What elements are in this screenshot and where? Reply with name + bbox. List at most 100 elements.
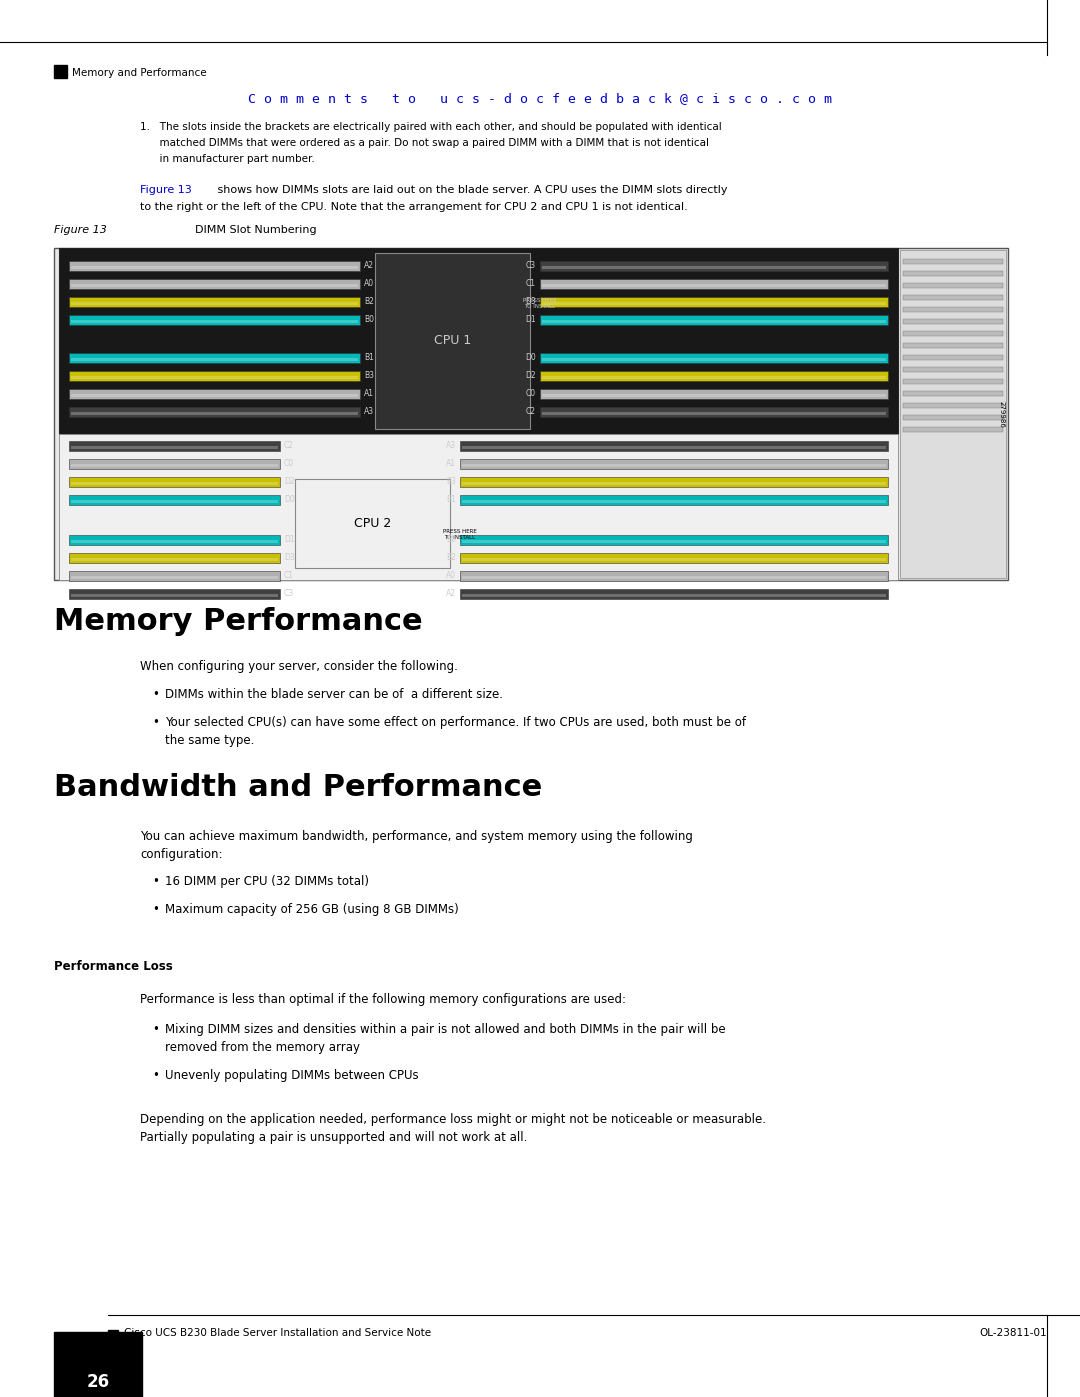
Bar — [71, 394, 357, 397]
Bar — [71, 500, 278, 503]
Text: A1: A1 — [446, 460, 456, 468]
Bar — [903, 319, 1003, 324]
Text: Figure 13: Figure 13 — [140, 184, 192, 196]
Bar — [69, 388, 360, 400]
Bar — [462, 539, 886, 543]
Text: C o m m e n t s   t o   u c s - d o c f e e d b a c k @ c i s c o . c o m: C o m m e n t s t o u c s - d o c f e e … — [248, 92, 832, 105]
Text: D2: D2 — [525, 372, 536, 380]
Text: to the right or the left of the CPU. Note that the arrangement for CPU 2 and CPU: to the right or the left of the CPU. Not… — [140, 203, 688, 212]
Text: •: • — [152, 1023, 159, 1037]
Bar — [71, 302, 357, 305]
Text: matched DIMMs that were ordered as a pair. Do not swap a paired DIMM with a DIMM: matched DIMMs that were ordered as a pai… — [140, 138, 708, 148]
Bar — [71, 594, 278, 597]
Text: C0: C0 — [526, 390, 536, 398]
Bar — [69, 407, 360, 416]
Text: Your selected CPU(s) can have some effect on performance. If two CPUs are used, : Your selected CPU(s) can have some effec… — [165, 717, 746, 729]
Text: Mixing DIMM sizes and densities within a pair is not allowed and both DIMMs in t: Mixing DIMM sizes and densities within a… — [165, 1023, 726, 1037]
Text: Figure 13: Figure 13 — [54, 225, 107, 235]
Bar — [108, 1330, 118, 1340]
Bar — [462, 482, 886, 485]
Bar — [903, 295, 1003, 300]
Bar — [71, 412, 357, 415]
Bar — [69, 590, 280, 599]
Text: Memory Performance: Memory Performance — [54, 608, 422, 636]
Text: A3: A3 — [364, 408, 374, 416]
Text: DIMM Slot Numbering: DIMM Slot Numbering — [195, 225, 316, 235]
Bar — [903, 344, 1003, 348]
Text: B0: B0 — [446, 535, 456, 545]
Text: A1: A1 — [364, 390, 374, 398]
Text: OL-23811-01: OL-23811-01 — [980, 1329, 1047, 1338]
Bar — [903, 284, 1003, 288]
Text: 16 DIMM per CPU (32 DIMMs total): 16 DIMM per CPU (32 DIMMs total) — [165, 875, 369, 888]
Text: C0: C0 — [284, 460, 294, 468]
Text: C2: C2 — [526, 408, 536, 416]
Bar — [540, 388, 888, 400]
Bar — [903, 367, 1003, 372]
Bar — [71, 464, 278, 467]
Text: D3: D3 — [525, 298, 536, 306]
Text: 26: 26 — [86, 1373, 109, 1391]
Bar — [540, 298, 888, 307]
Text: D1: D1 — [525, 316, 536, 324]
Bar — [903, 402, 1003, 408]
Text: C1: C1 — [526, 279, 536, 289]
Text: 1.   The slots inside the brackets are electrically paired with each other, and : 1. The slots inside the brackets are ele… — [140, 122, 721, 131]
Bar — [542, 376, 886, 379]
Text: •: • — [152, 875, 159, 888]
Text: When configuring your server, consider the following.: When configuring your server, consider t… — [140, 659, 458, 673]
Bar — [69, 535, 280, 545]
Text: D1: D1 — [284, 535, 295, 545]
Bar — [542, 265, 886, 270]
Bar — [71, 539, 278, 543]
Text: removed from the memory array: removed from the memory array — [165, 1041, 360, 1053]
Text: CPU 2: CPU 2 — [354, 517, 391, 529]
Text: C2: C2 — [284, 441, 294, 450]
Bar — [460, 476, 888, 488]
Bar — [71, 320, 357, 323]
Text: •: • — [152, 1069, 159, 1083]
Bar — [69, 553, 280, 563]
Text: Performance is less than optimal if the following memory configurations are used: Performance is less than optimal if the … — [140, 993, 626, 1006]
Bar — [542, 302, 886, 305]
Bar — [69, 372, 360, 381]
Bar — [460, 441, 888, 451]
Text: DIMMs within the blade server can be of  a different size.: DIMMs within the blade server can be of … — [165, 687, 503, 701]
Bar — [903, 415, 1003, 420]
Text: A0: A0 — [446, 571, 456, 580]
Text: B2: B2 — [364, 298, 374, 306]
Bar — [542, 284, 886, 286]
Text: D2: D2 — [284, 478, 295, 486]
Bar — [71, 482, 278, 485]
Text: D0: D0 — [525, 353, 536, 362]
Bar — [71, 265, 357, 270]
Bar — [460, 460, 888, 469]
Text: A2: A2 — [364, 261, 374, 271]
Text: Depending on the application needed, performance loss might or might not be noti: Depending on the application needed, per… — [140, 1113, 766, 1126]
Bar — [540, 279, 888, 289]
Text: B0: B0 — [364, 316, 374, 324]
Text: in manufacturer part number.: in manufacturer part number. — [140, 154, 314, 163]
Text: •: • — [152, 902, 159, 916]
Bar — [69, 314, 360, 326]
Text: C3: C3 — [284, 590, 294, 598]
Bar — [295, 479, 450, 569]
Text: You can achieve maximum bandwidth, performance, and system memory using the foll: You can achieve maximum bandwidth, perfo… — [140, 830, 693, 842]
Text: A0: A0 — [364, 279, 374, 289]
Text: Maximum capacity of 256 GB (using 8 GB DIMMs): Maximum capacity of 256 GB (using 8 GB D… — [165, 902, 459, 916]
Bar — [900, 250, 1005, 578]
Bar — [71, 576, 278, 578]
Bar — [69, 298, 360, 307]
Text: •: • — [152, 717, 159, 729]
Text: PRESS HERE
TO INSTALL: PRESS HERE TO INSTALL — [523, 298, 557, 309]
Bar — [540, 407, 888, 416]
Bar — [54, 1331, 141, 1397]
Bar — [903, 355, 1003, 360]
Text: PRESS HERE
TO INSTALL: PRESS HERE TO INSTALL — [443, 529, 477, 539]
Bar — [903, 307, 1003, 312]
Text: •: • — [152, 687, 159, 701]
Bar — [462, 594, 886, 597]
Bar — [54, 66, 67, 78]
Text: C3: C3 — [526, 261, 536, 271]
Bar — [71, 358, 357, 360]
